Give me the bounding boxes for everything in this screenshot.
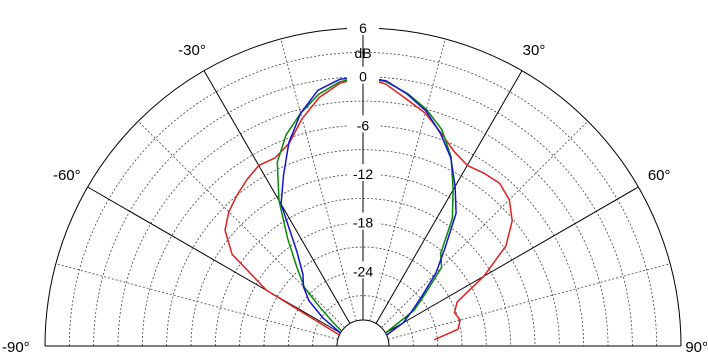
radial-line [87,186,341,334]
ring-label-bg [347,164,379,181]
minor-ring [214,197,512,347]
ring-label: -6 [357,117,370,133]
radial-line [137,120,345,328]
trace-1 [224,75,513,341]
radial-line [375,70,523,324]
radial-line [203,70,351,324]
ring-label-bg [347,18,379,35]
ring-label: -18 [353,215,373,231]
ring-label: 6 [359,20,367,36]
ring-label-bg [347,66,379,84]
ring-label: -24 [353,263,373,279]
unit-label: dB [354,45,371,61]
radial-line [55,263,338,340]
angle-label: -30° [178,42,206,59]
radial-line [369,38,446,321]
inner-ring [336,319,390,347]
radial-line [385,186,639,334]
ring-label: 0 [359,69,367,85]
radial-line [280,38,357,321]
labels: 6 0 -6 -12 -18 -24 dB -90° -60° -30° 30° 60° 90° [2,18,708,352]
radial-line [381,120,589,328]
major-ring [141,125,585,347]
ring-label: -12 [353,166,373,182]
major-ring [93,76,633,347]
radial-line [388,263,671,340]
angle-label: 30° [523,42,546,59]
ring-label-bg [347,212,379,230]
angle-label: 90° [685,339,708,352]
angle-label: 60° [648,167,671,184]
minor-ring [263,246,463,347]
angle-label: -60° [53,167,81,184]
ring-label-bg [347,115,379,133]
angle-label: -90° [2,339,30,352]
major-ring [190,173,536,347]
ring-label-bg [347,261,379,279]
